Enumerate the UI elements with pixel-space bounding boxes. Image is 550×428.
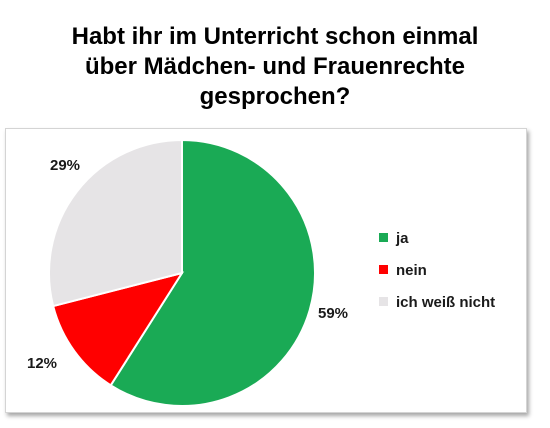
data-label-ja: 59% bbox=[318, 305, 348, 322]
legend-label-ja: ja bbox=[395, 230, 409, 247]
legend-swatch-ich-weiss-nicht bbox=[379, 297, 388, 306]
legend-label-ich-weiss-nicht: ich weiß nicht bbox=[396, 294, 495, 311]
data-label-ich-weiss-nicht: 29% bbox=[50, 157, 80, 174]
chart-title-line-1: Habt ihr im Unterricht schon einmal bbox=[71, 23, 479, 50]
pie-slice-ich-weiss-nicht bbox=[48, 138, 183, 308]
chart-title-line-2: über Mädchen- und Frauenrechte bbox=[84, 53, 466, 80]
legend: ja nein ich weiß nicht bbox=[379, 230, 495, 311]
pie-slices bbox=[48, 138, 316, 407]
pie-slice-nein bbox=[51, 271, 185, 387]
legend-swatch-ja bbox=[379, 233, 388, 242]
chart-title-line-3: gesprochen? bbox=[199, 83, 351, 110]
data-label-nein: 12% bbox=[27, 355, 57, 372]
chart-title: Habt ihr im Unterricht schon einmal über… bbox=[0, 22, 550, 112]
legend-label-nein: nein bbox=[396, 262, 427, 279]
legend-swatch-nein bbox=[379, 265, 388, 274]
pie-slice-ja bbox=[109, 138, 316, 407]
